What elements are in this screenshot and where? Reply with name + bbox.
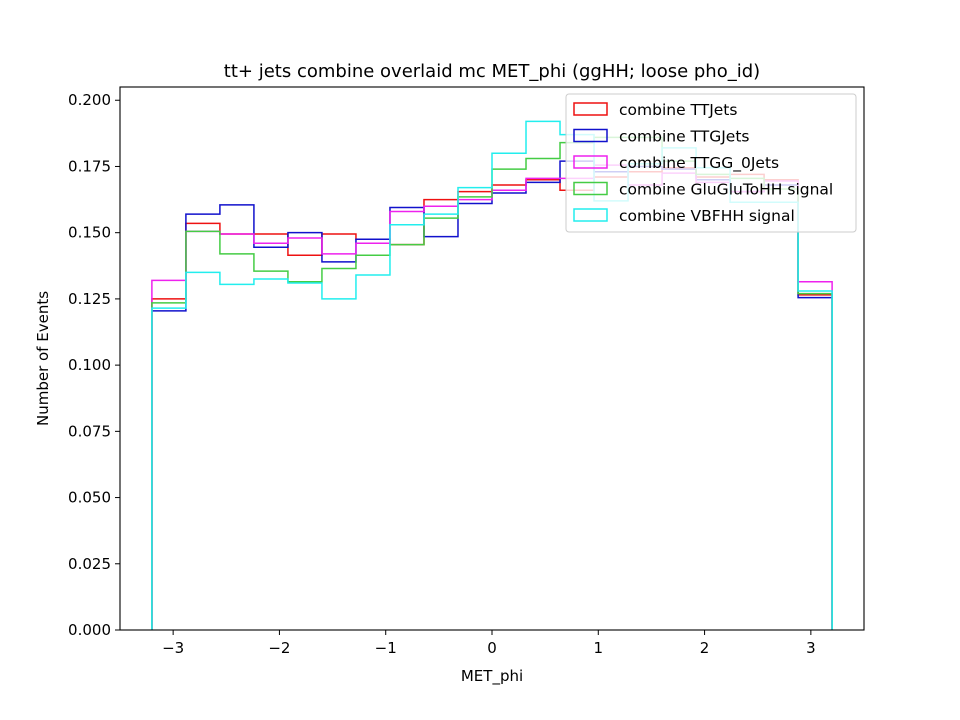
y-axis-title: Number of Events [34,291,52,426]
legend-swatch [573,155,608,169]
x-tick-label: 3 [806,639,816,657]
x-tick-label: −3 [162,639,184,657]
y-tick-label: 0.150 [68,224,111,242]
x-tick-label: 1 [594,639,604,657]
x-tick-label: 2 [700,639,710,657]
y-tick-label: 0.125 [68,290,111,308]
legend-swatch [573,102,608,116]
x-tick-label: −2 [268,639,290,657]
x-tick-label: −1 [375,639,397,657]
legend-label: combine VBFHH signal [619,207,795,225]
x-tick-label: 0 [487,639,497,657]
y-tick-label: 0.075 [68,422,111,440]
legend-box [565,93,857,233]
legend-label: combine TTJets [619,101,737,119]
legend-label: combine TTGJets [619,128,749,146]
legend-swatch [573,128,608,143]
y-tick-label: 0.100 [68,356,111,374]
legend-label: combine TTGG_0Jets [619,154,779,173]
y-tick-label: 0.050 [68,489,111,507]
y-tick-label: 0.175 [68,157,111,175]
legend-swatch [573,208,608,222]
axes-layer: −3 −2 −1 0 1 2 3 0.000 0.025 0.050 0.075 0.100 0.125… [68,91,816,657]
legend-swatch [573,181,608,196]
y-tick-label: 0.200 [68,91,111,109]
x-axis-title: MET_phi [461,667,523,686]
chart-title: tt+ jets combine overlaid mc MET_phi (gg… [224,61,760,82]
legend-label: combine GluGluToHH signal [619,181,833,199]
y-tick-label: 0.025 [68,555,111,573]
y-tick-label: 0.000 [68,621,111,639]
legend: combine TTJets combine TTGJets combine TTG… [565,93,857,233]
